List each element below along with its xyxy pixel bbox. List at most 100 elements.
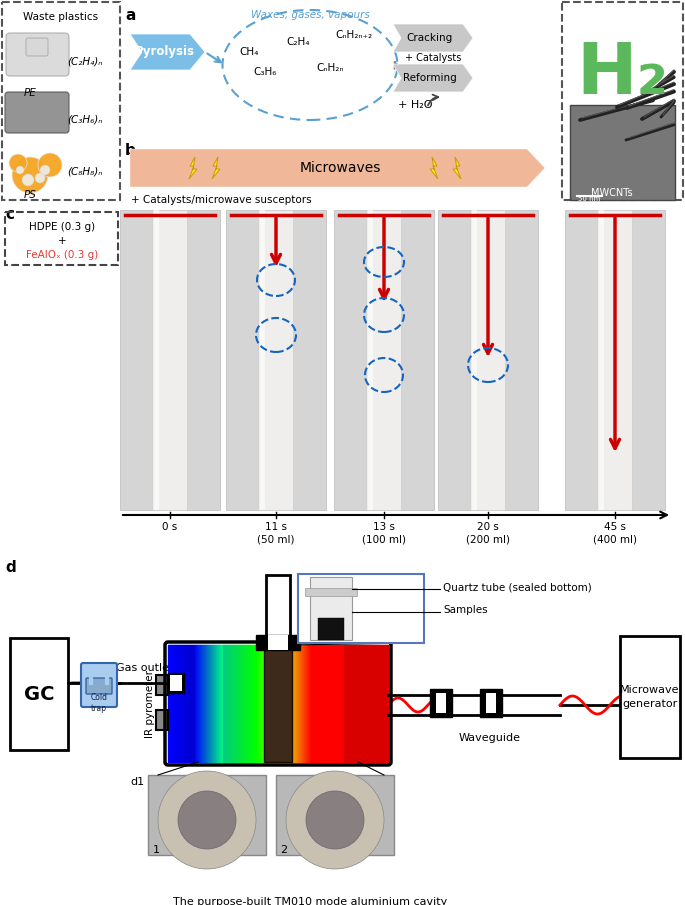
FancyBboxPatch shape [597,210,632,510]
FancyBboxPatch shape [368,210,373,510]
FancyBboxPatch shape [226,210,326,510]
Circle shape [158,771,256,869]
Text: 11 s
(50 ml): 11 s (50 ml) [258,522,295,545]
FancyBboxPatch shape [10,638,68,750]
Text: Quartz tube (sealed bottom): Quartz tube (sealed bottom) [443,582,592,592]
Text: Waveguide: Waveguide [459,733,521,743]
FancyBboxPatch shape [260,210,265,510]
FancyBboxPatch shape [565,210,665,510]
FancyBboxPatch shape [86,678,112,694]
FancyBboxPatch shape [170,675,182,691]
Text: CH₄: CH₄ [239,47,259,57]
Text: FeAlOₓ (0.3 g): FeAlOₓ (0.3 g) [26,250,98,260]
Text: HDPE (0.3 g): HDPE (0.3 g) [29,222,95,232]
FancyBboxPatch shape [310,577,352,640]
FancyBboxPatch shape [5,92,69,133]
Text: C₂H₄: C₂H₄ [286,37,310,47]
Text: Samples: Samples [443,605,488,615]
Polygon shape [453,157,461,179]
Circle shape [38,153,62,177]
Text: CₙH₂ₙ: CₙH₂ₙ [316,63,344,73]
Text: Reforming: Reforming [403,73,457,83]
Circle shape [35,173,45,183]
Circle shape [40,165,50,175]
FancyBboxPatch shape [318,618,344,640]
Text: Gas outlet: Gas outlet [116,663,174,673]
Polygon shape [130,149,545,187]
Text: + H₂O: + H₂O [398,100,432,110]
FancyBboxPatch shape [486,693,496,713]
Circle shape [178,791,236,849]
Circle shape [12,157,48,193]
Polygon shape [130,34,205,70]
FancyBboxPatch shape [156,710,168,730]
FancyBboxPatch shape [156,675,168,695]
FancyBboxPatch shape [276,775,394,855]
FancyBboxPatch shape [120,210,220,510]
Text: C₃H₆: C₃H₆ [253,67,277,77]
Circle shape [286,771,384,869]
Text: (C₃H₆)ₙ: (C₃H₆)ₙ [67,115,103,125]
Text: 20 s
(200 ml): 20 s (200 ml) [466,522,510,545]
FancyBboxPatch shape [305,588,357,596]
Circle shape [9,154,27,172]
Text: + Catalysts: + Catalysts [405,53,461,63]
Text: d1: d1 [130,777,144,787]
Text: +: + [58,236,66,246]
FancyBboxPatch shape [470,210,505,510]
Polygon shape [430,157,438,179]
Text: PP: PP [24,135,36,145]
Circle shape [306,791,364,849]
FancyBboxPatch shape [436,693,446,713]
Text: Waxes, gases, vapours: Waxes, gases, vapours [251,10,369,20]
Text: Cracking: Cracking [407,33,453,43]
Text: + Catalysts/microwave susceptors: + Catalysts/microwave susceptors [131,195,312,205]
Text: H₂: H₂ [576,41,668,110]
FancyBboxPatch shape [298,574,424,643]
Text: b: b [125,143,136,158]
FancyBboxPatch shape [148,775,266,855]
Text: a: a [125,8,136,23]
Circle shape [16,166,24,174]
Circle shape [22,174,34,186]
FancyBboxPatch shape [438,210,538,510]
Text: MWCNTs: MWCNTs [591,188,633,198]
FancyBboxPatch shape [6,33,69,76]
FancyBboxPatch shape [480,689,502,717]
Polygon shape [212,157,220,179]
FancyBboxPatch shape [268,635,288,650]
Text: Microwaves: Microwaves [299,161,381,175]
Text: GC: GC [24,684,54,703]
FancyBboxPatch shape [256,635,300,650]
FancyBboxPatch shape [264,645,292,762]
Text: PS: PS [23,190,36,200]
Polygon shape [393,24,473,52]
Text: 0 s: 0 s [162,522,177,532]
FancyBboxPatch shape [430,689,452,717]
Text: IR pyrometer: IR pyrometer [145,670,155,738]
Text: Microwave
generator: Microwave generator [620,685,680,709]
Text: d: d [5,560,16,575]
Polygon shape [189,157,197,179]
Text: Pyrolysis: Pyrolysis [134,45,195,59]
Text: (C₂H₄)ₙ: (C₂H₄)ₙ [67,57,103,67]
FancyBboxPatch shape [334,210,434,510]
Text: 1: 1 [153,845,160,855]
FancyBboxPatch shape [154,210,159,510]
Text: Cold
trap: Cold trap [90,693,108,713]
Text: 45 s
(400 ml): 45 s (400 ml) [593,522,637,545]
FancyBboxPatch shape [81,663,117,707]
Text: (C₈H₈)ₙ: (C₈H₈)ₙ [67,167,103,177]
Text: 50 nm: 50 nm [578,196,600,202]
FancyBboxPatch shape [168,673,184,693]
FancyBboxPatch shape [266,575,290,645]
FancyBboxPatch shape [366,210,401,510]
Text: The purpose-built TM010 mode aluminium cavity: The purpose-built TM010 mode aluminium c… [173,897,447,905]
FancyBboxPatch shape [26,38,48,56]
FancyBboxPatch shape [258,210,293,510]
FancyBboxPatch shape [472,210,477,510]
Text: 2: 2 [280,845,288,855]
FancyBboxPatch shape [599,210,604,510]
Text: Waste plastics: Waste plastics [23,12,99,22]
Polygon shape [393,64,473,92]
